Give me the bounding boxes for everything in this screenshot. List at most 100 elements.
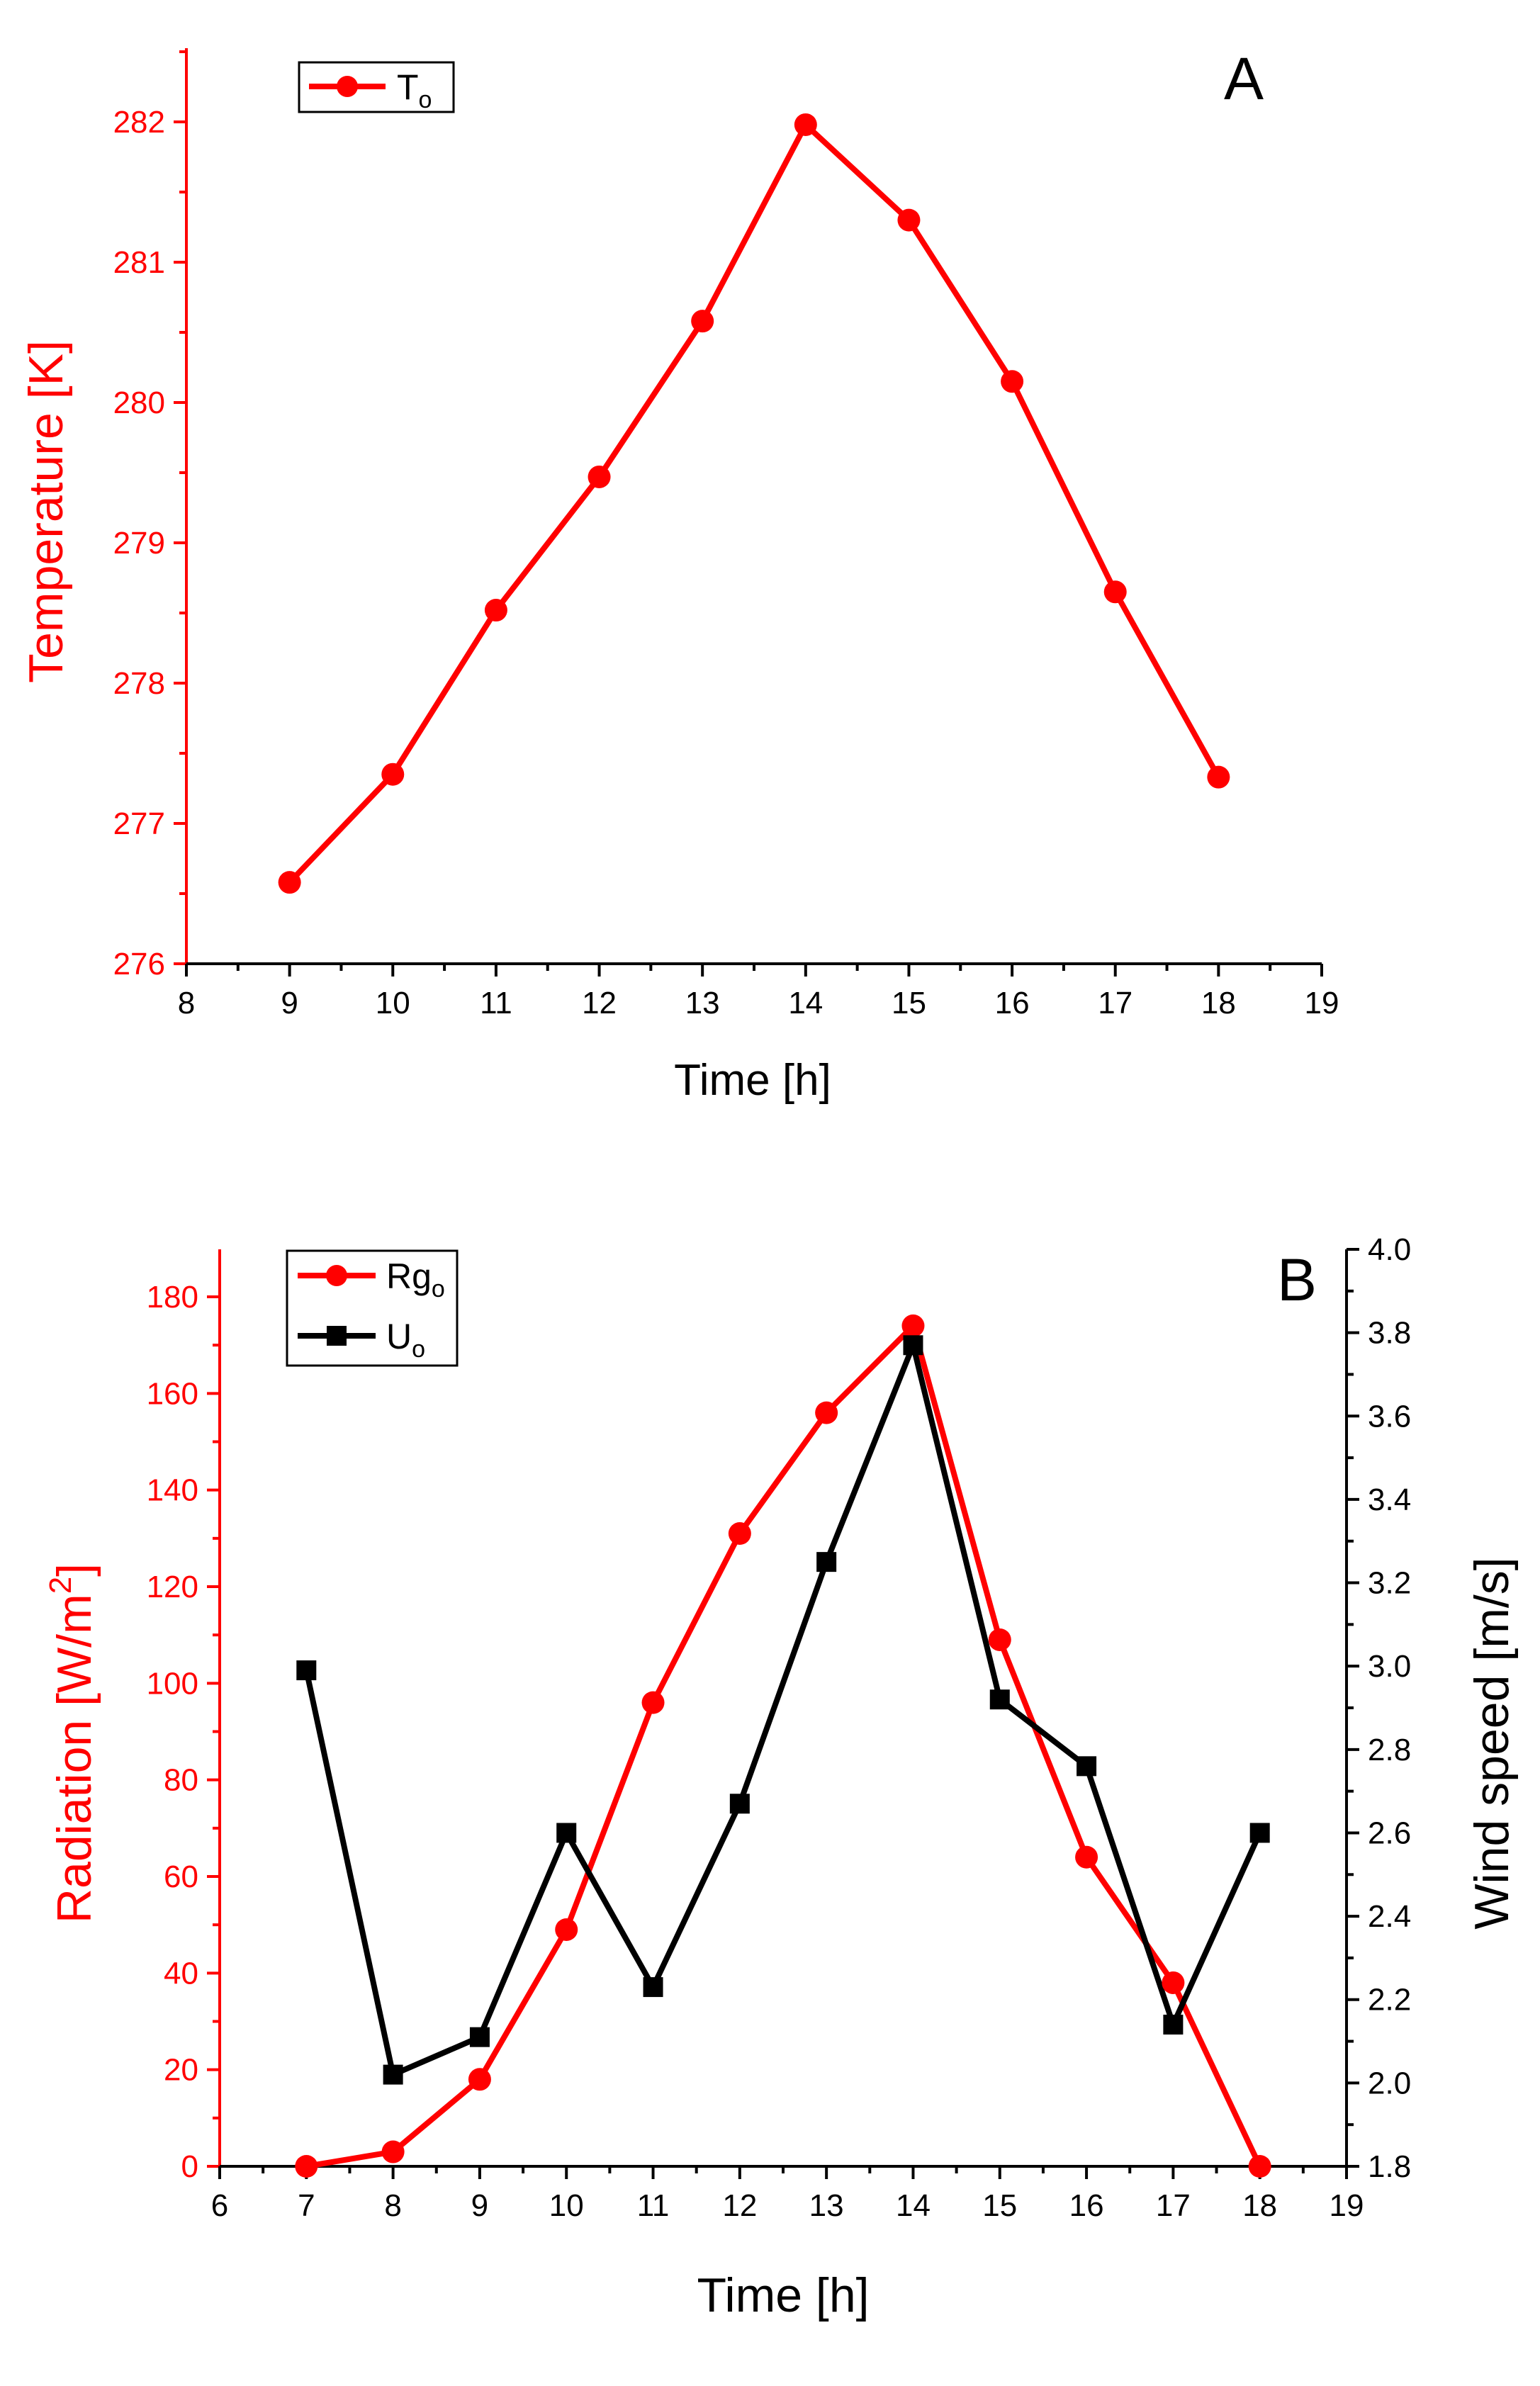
x-tick-label: 19 [1305, 986, 1339, 1020]
x-tick-label: 18 [1242, 2188, 1277, 2223]
data-point-uo [1249, 1823, 1270, 1843]
y-tick-label: 276 [113, 947, 165, 981]
data-point-uo [296, 1660, 317, 1681]
y-right-tick-label: 3.0 [1368, 1649, 1411, 1684]
x-tick-label: 16 [995, 986, 1030, 1020]
data-point-uo [556, 1823, 577, 1843]
data-point-rgo [555, 1918, 578, 1941]
y-left-tick-label: 80 [164, 1763, 198, 1798]
series-line-uo [303, 1342, 1263, 2078]
legend-box-b [286, 1249, 459, 1367]
legend-marker-uo [327, 1326, 347, 1346]
panel-a-series [278, 113, 1230, 894]
y-right-tick-label: 2.6 [1368, 1816, 1411, 1850]
x-tick-label: 18 [1201, 986, 1236, 1020]
data-point-to [484, 599, 507, 622]
legend-marker-to [337, 76, 358, 97]
y-left-tick-label: 60 [164, 1859, 198, 1894]
panel-b-ylabel-left: Radiation [W/m2] [43, 1563, 101, 1923]
x-tick-label: 10 [549, 2188, 584, 2223]
panel-a-legend: To [298, 61, 455, 113]
panel-a-x-ticks: 8 9 10 11 12 13 14 15 16 17 18 19 [178, 964, 1339, 1020]
x-tick-label: 11 [637, 2188, 670, 2223]
data-point-to [1001, 370, 1024, 393]
panel-b-series [295, 1314, 1271, 2178]
x-tick-label: 12 [582, 986, 617, 1020]
data-point-uo [729, 1794, 750, 1814]
y-right-tick-label: 4.0 [1368, 1232, 1411, 1267]
x-tick-label: 9 [471, 2188, 488, 2223]
data-point-to [897, 208, 921, 232]
y-left-tick-label: 100 [147, 1666, 198, 1701]
data-point-rgo [1162, 1971, 1185, 1994]
x-tick-label: 17 [1156, 2188, 1191, 2223]
y-left-tick-label: 160 [147, 1376, 198, 1411]
y-tick-label: 278 [113, 666, 165, 701]
data-point-uo [816, 1552, 837, 1572]
y-tick-label: 279 [113, 526, 165, 561]
data-point-rgo [815, 1401, 838, 1424]
data-point-rgo [641, 1691, 665, 1714]
data-point-rgo [901, 1314, 925, 1337]
x-tick-label: 10 [376, 986, 410, 1020]
x-tick-label: 17 [1098, 986, 1132, 1020]
y-left-tick-label: 180 [147, 1280, 198, 1315]
data-point-to [691, 310, 714, 333]
data-point-to [1207, 765, 1230, 789]
y-left-tick-label: 40 [164, 1956, 198, 1991]
series-line-to [287, 121, 1221, 884]
data-point-uo [1163, 2015, 1184, 2035]
y-right-tick-label: 1.8 [1368, 2149, 1411, 2184]
x-tick-label: 15 [892, 986, 926, 1020]
panel-b-xlabel: Time [h] [697, 2268, 869, 2322]
data-point-rgo [1075, 1845, 1098, 1869]
data-point-rgo [381, 2140, 405, 2163]
series-line-rgo [305, 1322, 1263, 2169]
data-point-uo [1077, 1756, 1097, 1777]
x-tick-label: 19 [1330, 2188, 1364, 2223]
data-point-to [794, 113, 817, 136]
y-tick-label: 282 [113, 105, 165, 140]
x-tick-label: 12 [722, 2188, 757, 2223]
x-tick-label: 7 [298, 2188, 315, 2223]
data-point-uo [383, 2064, 403, 2085]
panel-a-y-ticks: 276 277 278 279 280 281 282 [113, 50, 186, 981]
x-tick-label: 8 [178, 986, 195, 1020]
x-tick-label: 14 [788, 986, 823, 1020]
y-left-tick-label: 140 [147, 1473, 198, 1508]
x-tick-label: 11 [480, 986, 512, 1020]
panel-a-ylabel: Temperature [K] [19, 340, 73, 683]
y-tick-label: 280 [113, 386, 165, 420]
data-point-uo [469, 2027, 490, 2047]
panel-b-y-ticks-right: 1.8 2.0 2.2 2.4 2.6 2.8 3.0 3.2 3.4 3.6 3.8 4.0 [1347, 1232, 1411, 2184]
data-point-rgo [468, 2068, 491, 2091]
x-tick-label: 13 [809, 2188, 844, 2223]
panel-b: 0 20 40 60 80 100 120 140 160 180 1.8 2.0 2.2 2.4 2.6… [43, 1232, 1519, 2322]
data-point-rgo [1248, 2155, 1271, 2178]
legend-label-uo: Uo [386, 1317, 425, 1363]
data-point-to [278, 871, 301, 894]
x-tick-label: 9 [281, 986, 298, 1020]
x-tick-label: 16 [1069, 2188, 1104, 2223]
y-right-tick-label: 3.2 [1368, 1566, 1411, 1601]
panel-a-label: A [1224, 45, 1264, 112]
panel-b-x-ticks: 6 7 8 9 10 11 12 13 14 15 16 17 18 19 [211, 2166, 1364, 2223]
data-point-to [1103, 580, 1127, 604]
y-tick-label: 277 [113, 806, 165, 841]
y-left-tick-label: 120 [147, 1570, 198, 1604]
panel-b-legend: Rgo Uo [286, 1249, 459, 1367]
panel-a-xlabel: Time [h] [674, 1056, 831, 1105]
x-tick-label: 14 [896, 2188, 931, 2223]
data-point-to [381, 762, 405, 786]
panel-b-ylabel-right: Wind speed [m/s] [1465, 1557, 1519, 1929]
x-tick-label: 6 [211, 2188, 228, 2223]
panel-b-y-ticks-left: 0 20 40 60 80 100 120 140 160 180 [147, 1280, 220, 2184]
x-tick-label: 8 [384, 2188, 401, 2223]
y-right-tick-label: 2.8 [1368, 1733, 1411, 1767]
data-point-uo [989, 1689, 1010, 1710]
legend-label-to: To [397, 67, 432, 113]
y-right-tick-label: 3.4 [1368, 1482, 1411, 1517]
y-left-tick-label: 0 [181, 2149, 198, 2184]
